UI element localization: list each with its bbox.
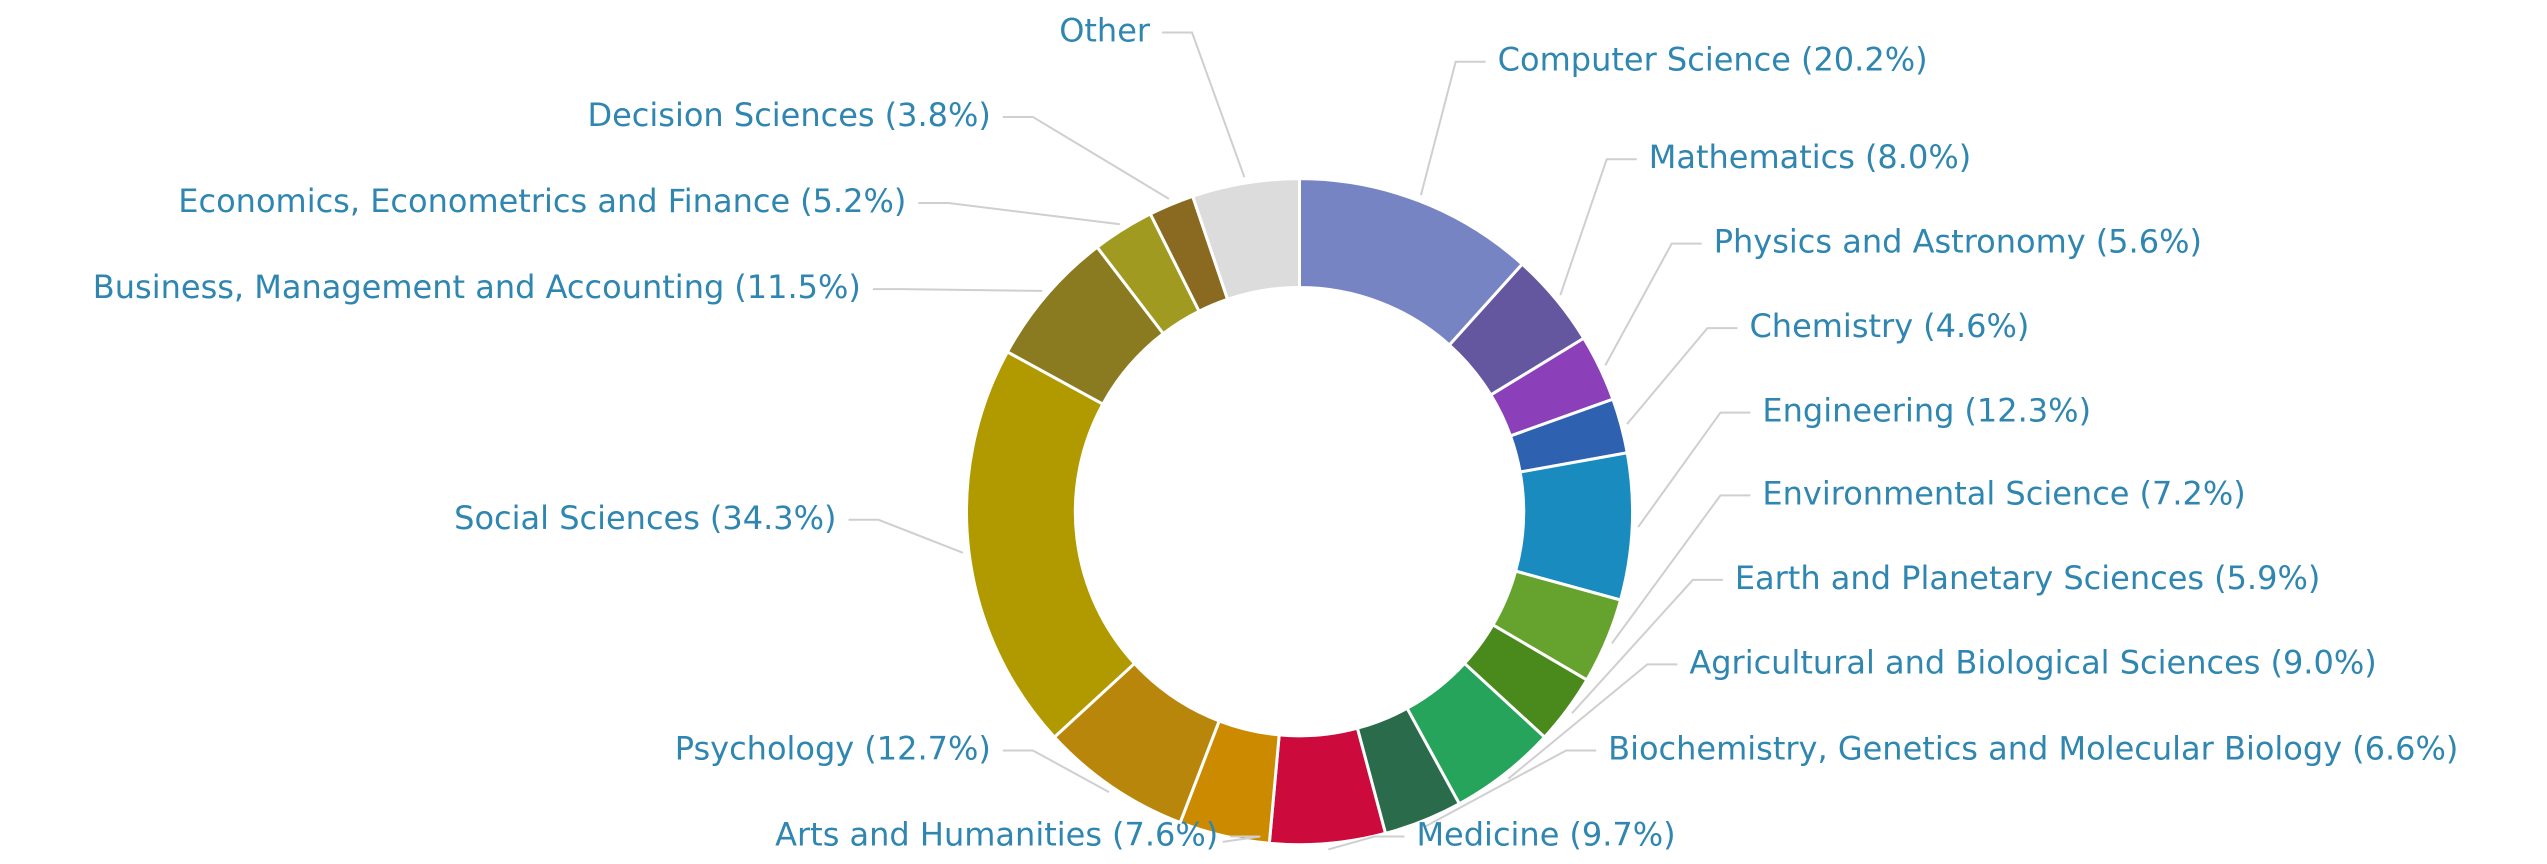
category-label: Environmental Science <box>1762 474 2129 512</box>
value-label: (6.6%) <box>2352 729 2458 767</box>
value-label: (34.3%) <box>710 499 837 537</box>
value-label: (5.2%) <box>800 182 906 220</box>
category-label: Mathematics <box>1649 138 1855 176</box>
leader-line <box>872 288 1043 292</box>
leader-line <box>1507 663 1678 780</box>
value-label: (11.5%) <box>734 268 861 306</box>
leader-line <box>1571 578 1723 714</box>
category-label: Arts and Humanities <box>775 816 1102 854</box>
slice-label: Biochemistry, Genetics and Molecular Bio… <box>1608 729 2458 767</box>
leader-line <box>1002 749 1110 793</box>
category-label: Other <box>1059 11 1151 49</box>
slice-label: Psychology (12.7%) <box>675 729 991 767</box>
slice-label: Environmental Science (7.2%) <box>1762 474 2245 512</box>
slice-label: Economics, Econometrics and Finance (5.2%… <box>178 182 906 220</box>
value-label: (5.6%) <box>2096 223 2202 261</box>
value-label: (8.0%) <box>1865 138 1971 176</box>
value-label: (9.7%) <box>1569 816 1675 854</box>
category-label: Social Sciences <box>454 499 700 537</box>
donut-slice <box>1190 177 1301 302</box>
slice-label: Computer Science (20.2%) <box>1498 41 1928 79</box>
category-label: Medicine <box>1416 816 1559 854</box>
category-label: Physics and Astronomy <box>1714 223 2086 261</box>
slice-label: Social Sciences (34.3%) <box>454 499 836 537</box>
value-label: (9.0%) <box>2270 643 2376 681</box>
slice-label: Chemistry (4.6%) <box>1749 307 2029 345</box>
category-label: Business, Management and Accounting <box>93 268 724 306</box>
slice-label: Business, Management and Accounting (11.5… <box>93 268 861 306</box>
category-label: Psychology <box>675 729 855 767</box>
category-label: Engineering <box>1762 392 1954 430</box>
leader-line <box>1002 115 1170 200</box>
leader-line <box>1222 835 1261 843</box>
category-label: Chemistry <box>1749 307 1913 345</box>
value-label: (12.3%) <box>1964 392 2091 430</box>
leader-line <box>1162 31 1246 178</box>
slice-label: Other <box>1059 11 1151 49</box>
category-label: Economics, Econometrics and Finance <box>178 182 790 220</box>
leader-line <box>1611 494 1751 644</box>
slice-label: Decision Sciences (3.8%) <box>587 96 990 134</box>
leader-line <box>1419 60 1486 196</box>
slice-label: Earth and Planetary Sciences (5.9%) <box>1735 559 2321 597</box>
slice-label: Medicine (9.7%) <box>1416 816 1675 854</box>
leader-line <box>1626 327 1738 425</box>
leader-line <box>1559 158 1637 296</box>
slice-label: Arts and Humanities (7.6%) <box>775 816 1218 854</box>
leader-line <box>1604 242 1702 366</box>
category-label: Agricultural and Biological Sciences <box>1689 643 2260 681</box>
slice-label: Agricultural and Biological Sciences (9.0… <box>1689 643 2376 681</box>
category-label: Biochemistry, Genetics and Molecular Bio… <box>1608 729 2342 767</box>
leader-line <box>1425 749 1597 828</box>
value-label: (7.2%) <box>2139 474 2245 512</box>
category-label: Decision Sciences <box>587 96 874 134</box>
leader-line <box>848 518 964 554</box>
value-label: (3.8%) <box>885 96 991 134</box>
value-label: (12.7%) <box>864 729 991 767</box>
category-label: Computer Science <box>1498 41 1791 79</box>
category-label: Earth and Planetary Sciences <box>1735 559 2204 597</box>
value-label: (4.6%) <box>1923 307 2029 345</box>
slice-label: Mathematics (8.0%) <box>1649 138 1971 176</box>
value-label: (20.2%) <box>1801 41 1928 79</box>
slice-label: Physics and Astronomy (5.6%) <box>1714 223 2202 261</box>
leader-line <box>1328 835 1405 851</box>
donut-slice <box>965 349 1137 740</box>
slice-label: Engineering (12.3%) <box>1762 392 2091 430</box>
value-label: (5.9%) <box>2214 559 2320 597</box>
value-label: (7.6%) <box>1112 816 1218 854</box>
leader-line <box>918 202 1120 226</box>
leader-line <box>1637 411 1751 528</box>
